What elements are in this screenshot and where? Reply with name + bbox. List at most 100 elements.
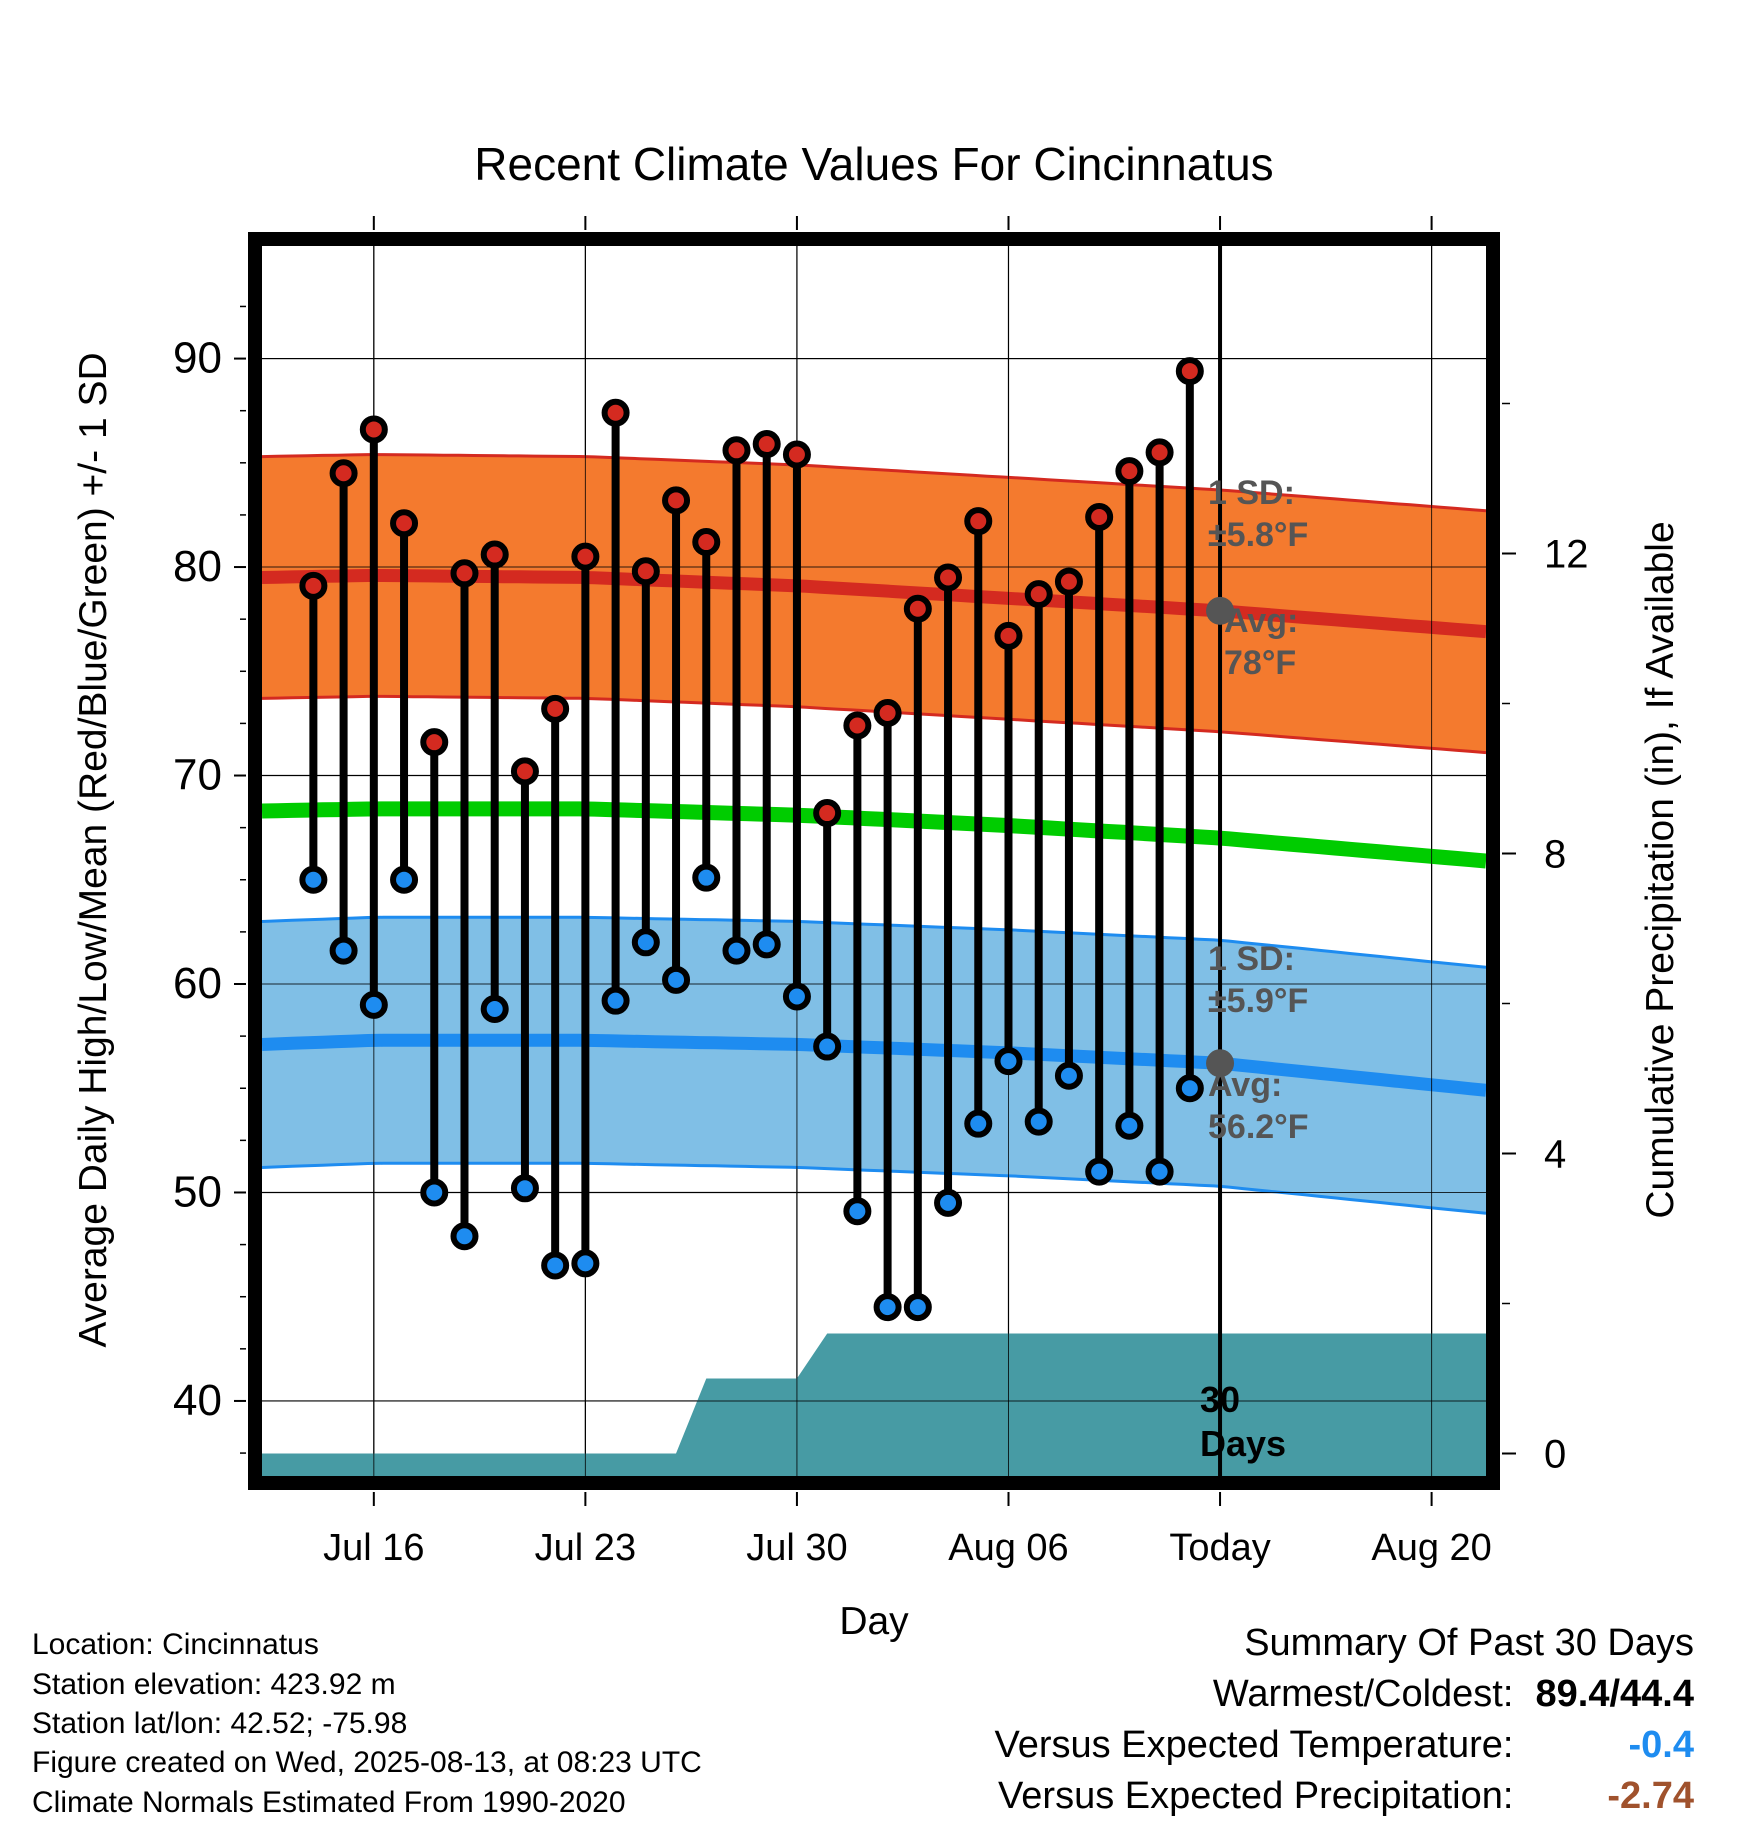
y-tick-label: 40 xyxy=(173,1376,222,1425)
daily-high-point xyxy=(964,507,993,536)
daily-low-point xyxy=(692,863,721,892)
y2-tick-label: 0 xyxy=(1544,1433,1566,1477)
summary-temp-value: -0.4 xyxy=(1628,1724,1694,1766)
daily-high-point xyxy=(662,486,691,515)
summary-temp-row: Versus Expected Temperature: -0.4 xyxy=(995,1724,1694,1767)
days-label-number: 30 xyxy=(1200,1379,1240,1420)
low-avg-label: Avg: xyxy=(1208,1066,1282,1104)
daily-high-point xyxy=(420,728,449,757)
daily-low-point xyxy=(662,965,691,994)
y-tick-label: 80 xyxy=(173,542,222,591)
summary-warm-cold-label: Warmest/Coldest: xyxy=(1212,1673,1514,1715)
chart-title: Recent Climate Values For Cincinnatus xyxy=(474,138,1273,190)
daily-low-point xyxy=(450,1222,479,1251)
daily-high-point xyxy=(601,398,630,427)
daily-high-point xyxy=(1175,357,1204,386)
daily-high-point xyxy=(390,509,419,538)
daily-low-point xyxy=(994,1047,1023,1076)
summary-precip-value: -2.74 xyxy=(1607,1775,1694,1817)
high-sd-label: 1 SD: xyxy=(1208,474,1295,512)
precip-area xyxy=(262,1333,1486,1476)
high-avg-label: Avg: xyxy=(1224,602,1298,640)
daily-low-point xyxy=(1115,1111,1144,1140)
x-axis-label: Day xyxy=(839,1600,909,1643)
summary-precip-label: Versus Expected Precipitation: xyxy=(998,1775,1514,1817)
daily-high-point xyxy=(692,528,721,557)
x-tick-label: Jul 23 xyxy=(535,1527,636,1569)
daily-high-point xyxy=(359,415,388,444)
footer-created: Figure created on Wed, 2025-08-13, at 08… xyxy=(32,1746,702,1779)
daily-low-point xyxy=(601,986,630,1015)
daily-low-point xyxy=(813,1032,842,1061)
daily-high-point xyxy=(903,594,932,623)
y-tick-label: 70 xyxy=(173,751,222,800)
y2-axis-label: Cumulative Precipitation (in), If Availa… xyxy=(1639,521,1682,1218)
daily-low-point xyxy=(299,865,328,894)
daily-low-point xyxy=(752,930,781,959)
summary-precip-row: Versus Expected Precipitation: -2.74 xyxy=(998,1775,1694,1818)
y-tick-label: 50 xyxy=(173,1167,222,1216)
daily-high-point xyxy=(541,694,570,723)
daily-low-point xyxy=(1085,1157,1114,1186)
daily-low-point xyxy=(541,1251,570,1280)
daily-high-point xyxy=(1115,457,1144,486)
daily-high-point xyxy=(934,563,963,592)
x-tick-label: Jul 16 xyxy=(323,1527,424,1569)
high-sd-upper-edge xyxy=(262,453,1486,513)
daily-low-point xyxy=(934,1188,963,1217)
days-label-text: Days xyxy=(1200,1423,1286,1464)
daily-high-point xyxy=(813,799,842,828)
daily-low-point xyxy=(843,1197,872,1226)
daily-low-point xyxy=(480,995,509,1024)
x-tick-label: Aug 20 xyxy=(1371,1527,1491,1569)
daily-high-point xyxy=(510,757,539,786)
x-tick-label: Aug 06 xyxy=(948,1527,1068,1569)
low-sd-label: 1 SD: xyxy=(1208,940,1295,978)
x-tick-label: Jul 30 xyxy=(746,1527,847,1569)
daily-low-point xyxy=(1054,1061,1083,1090)
y-tick-label: 60 xyxy=(173,959,222,1008)
daily-high-point xyxy=(782,440,811,469)
daily-high-point xyxy=(873,698,902,727)
daily-low-point xyxy=(722,936,751,965)
daily-high-point xyxy=(722,436,751,465)
high-sd-value: ±5.8°F xyxy=(1208,516,1308,554)
footer-elevation: Station elevation: 423.92 m xyxy=(32,1668,396,1701)
plot-area: 1 SD: ±5.8°F Avg: 78°F 1 SD: ±5.9°F Avg: 56.2°F… xyxy=(173,216,1589,1569)
daily-low-point xyxy=(1024,1107,1053,1136)
daily-high-point xyxy=(843,711,872,740)
x-tick-label: Today xyxy=(1169,1527,1270,1569)
daily-high-point xyxy=(571,542,600,571)
normal-mean-line xyxy=(262,801,1486,869)
footer-normals: Climate Normals Estimated From 1990-2020 xyxy=(32,1786,626,1819)
summary-temp-label: Versus Expected Temperature: xyxy=(994,1724,1514,1766)
daily-high-point xyxy=(480,540,509,569)
daily-low-point xyxy=(571,1249,600,1278)
daily-low-point xyxy=(631,928,660,957)
daily-high-point xyxy=(1145,438,1174,467)
y2-tick-label: 4 xyxy=(1544,1133,1566,1177)
footer-latlon: Station lat/lon: 42.52; -75.98 xyxy=(32,1707,408,1740)
low-sd-band xyxy=(262,917,1486,1214)
daily-high-point xyxy=(450,559,479,588)
y-axis-label: Average Daily High/Low/Mean (Red/Blue/Gr… xyxy=(72,352,115,1347)
daily-low-point xyxy=(420,1178,449,1207)
daily-low-point xyxy=(964,1109,993,1138)
high-sd-band xyxy=(262,454,1486,753)
y2-tick-label: 12 xyxy=(1544,533,1589,577)
high-avg-value: 78°F xyxy=(1224,644,1296,682)
summary-warm-cold-row: Warmest/Coldest: 89.4/44.4 xyxy=(1213,1673,1694,1716)
daily-high-point xyxy=(631,557,660,586)
daily-high-point xyxy=(1054,567,1083,596)
y-tick-label: 90 xyxy=(173,334,222,383)
low-avg-value: 56.2°F xyxy=(1208,1108,1309,1146)
summary-title: Summary Of Past 30 Days xyxy=(1244,1622,1694,1664)
daily-low-point xyxy=(873,1293,902,1322)
daily-low-point xyxy=(782,982,811,1011)
daily-high-point xyxy=(1085,503,1114,532)
daily-low-point xyxy=(1145,1157,1174,1186)
plot-inner xyxy=(262,246,1486,1476)
daily-low-point xyxy=(359,990,388,1019)
daily-low-point xyxy=(1175,1074,1204,1103)
